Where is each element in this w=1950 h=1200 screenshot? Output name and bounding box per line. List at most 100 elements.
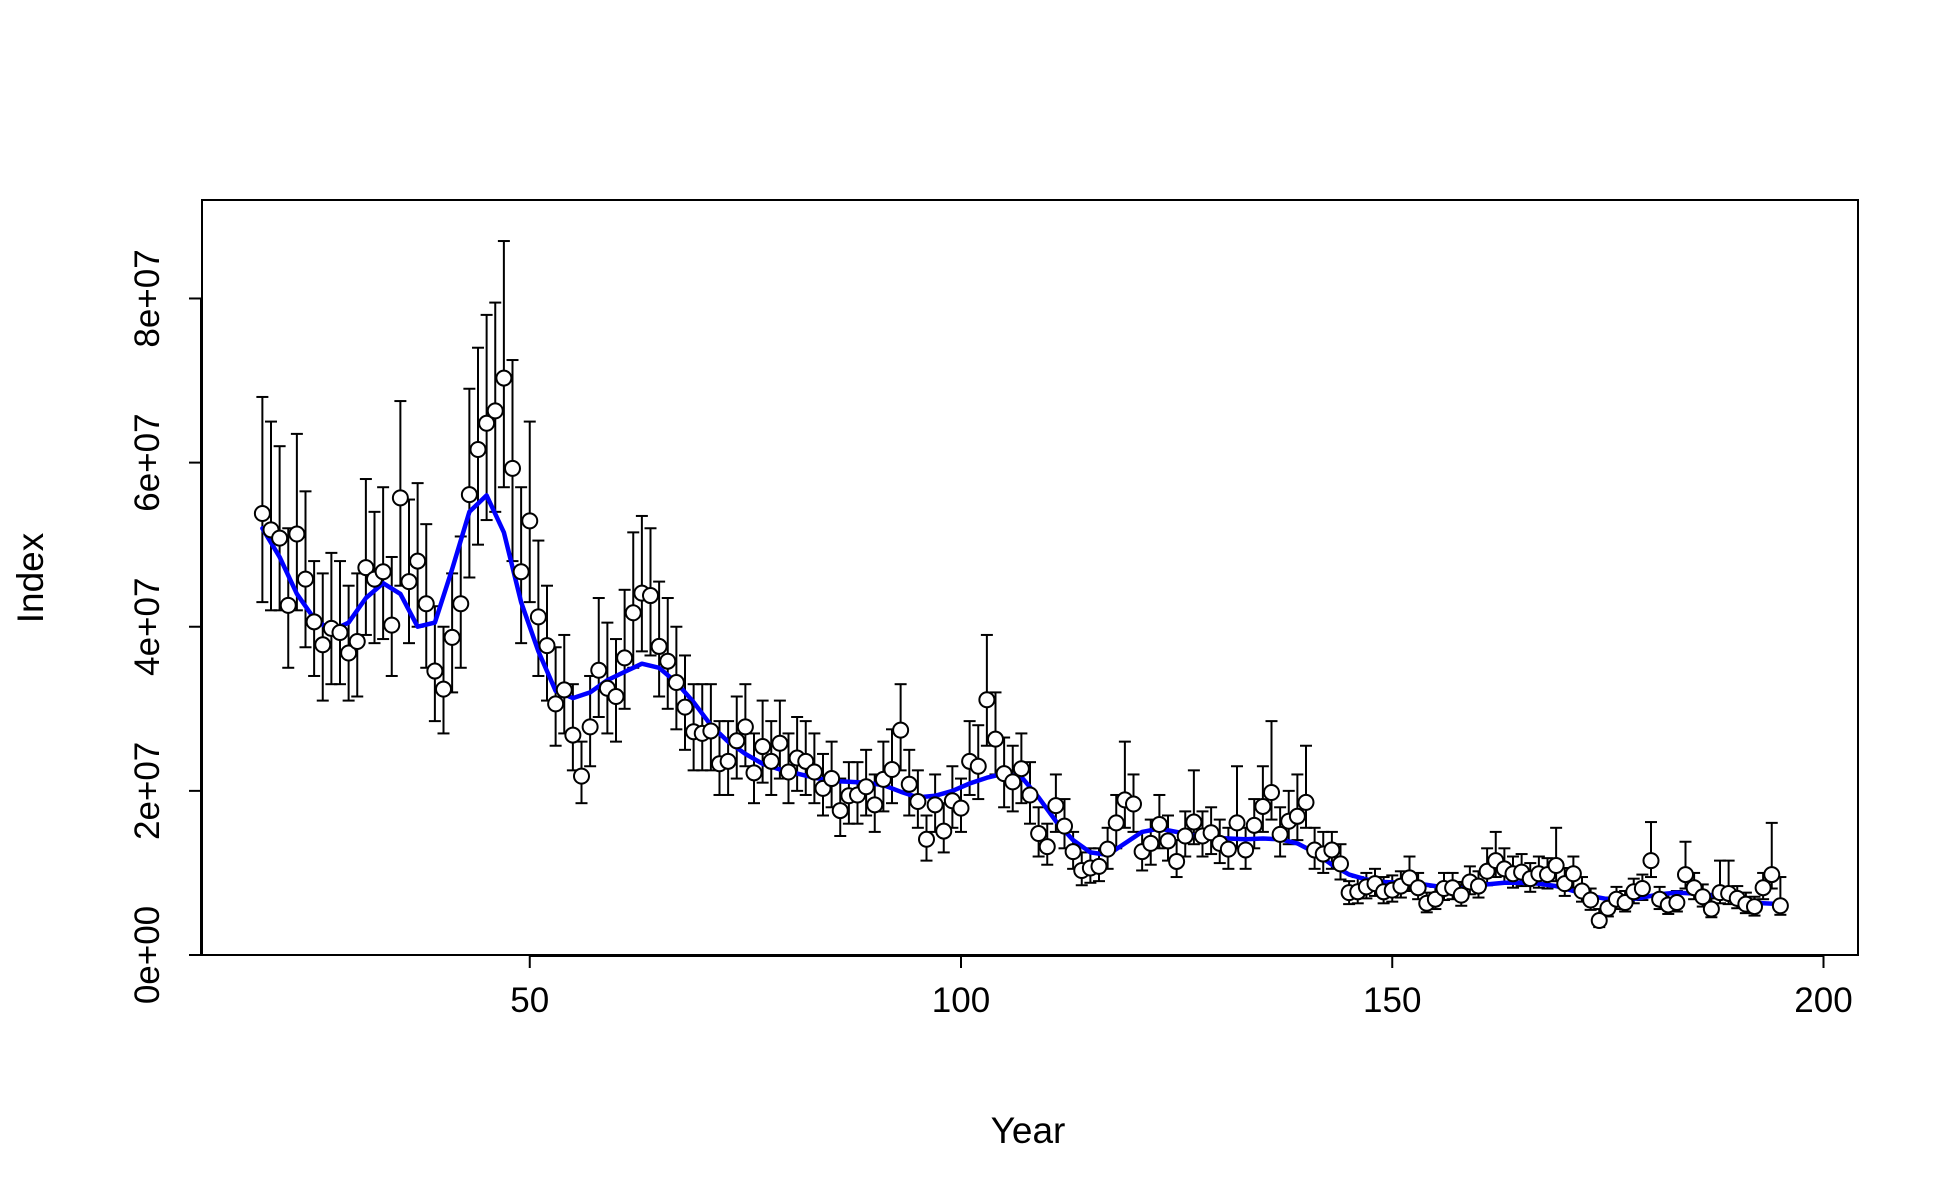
data-point: [331, 623, 349, 641]
data-point: [495, 369, 513, 387]
data-point: [297, 570, 314, 588]
data-point: [1763, 866, 1781, 884]
error-bars: [256, 240, 1787, 929]
data-point: [1323, 841, 1341, 859]
data-point: [745, 764, 763, 782]
data-point: [1746, 898, 1763, 916]
data-point: [1142, 834, 1160, 852]
data-point: [1090, 857, 1108, 875]
data-point: [1297, 793, 1315, 811]
data-point: [754, 738, 772, 756]
data-point: [409, 552, 427, 570]
data-point: [357, 559, 375, 577]
data-point: [383, 616, 401, 634]
data-point: [529, 608, 547, 626]
data-point: [426, 662, 444, 680]
data-point: [736, 718, 754, 736]
data-point: [504, 459, 521, 477]
data-point: [935, 822, 953, 840]
data-point: [1590, 912, 1608, 930]
data-point: [1064, 843, 1082, 861]
data-point: [573, 767, 590, 785]
data-points: [253, 369, 1789, 930]
data-point: [271, 529, 289, 547]
data-point: [1702, 900, 1720, 918]
data-point: [667, 674, 685, 692]
data-point: [883, 761, 901, 779]
data-point: [253, 504, 271, 522]
data-point: [1021, 786, 1039, 804]
data-point: [512, 563, 530, 581]
data-point: [624, 604, 642, 622]
data-point: [926, 796, 944, 814]
data-point: [1047, 797, 1065, 815]
data-point: [374, 563, 392, 581]
x-tick-label: 150: [1363, 981, 1421, 1020]
data-point: [348, 633, 366, 651]
data-point: [978, 691, 996, 709]
data-point: [659, 652, 677, 670]
x-tick-label: 50: [510, 981, 549, 1020]
data-point: [642, 587, 659, 605]
data-point: [607, 687, 625, 705]
trend-line: [260, 493, 1783, 907]
data-point: [1271, 825, 1289, 843]
data-point: [918, 830, 935, 848]
data-point: [857, 778, 875, 796]
data-point: [1185, 813, 1203, 831]
data-point: [1642, 852, 1660, 870]
data-point: [1564, 865, 1582, 883]
data-point: [1150, 816, 1168, 834]
data-point: [805, 763, 823, 781]
x-tick-label: 200: [1794, 981, 1852, 1020]
data-point: [305, 613, 323, 631]
data-point: [1677, 866, 1694, 884]
data-point: [1030, 825, 1048, 843]
plot-frame: [201, 199, 1859, 956]
data-point: [719, 752, 737, 770]
data-point: [1633, 880, 1651, 898]
data-point: [987, 730, 1004, 748]
data-point: [460, 486, 478, 504]
data-point: [1125, 795, 1142, 813]
data-point: [417, 595, 435, 613]
data-point: [1012, 760, 1030, 778]
data-point: [1159, 832, 1177, 850]
data-point: [1056, 817, 1073, 835]
data-point: [952, 799, 970, 817]
data-point: [1694, 888, 1712, 906]
data-point: [581, 718, 599, 736]
data-point: [340, 644, 358, 662]
data-point: [1409, 879, 1427, 897]
data-point: [616, 649, 634, 667]
data-point: [702, 722, 720, 740]
data-point: [486, 402, 504, 420]
data-point: [676, 698, 694, 716]
data-point: [314, 636, 332, 654]
data-point: [909, 793, 927, 811]
data-point: [391, 489, 409, 507]
data-point: [1470, 877, 1487, 895]
data-point: [831, 802, 849, 820]
data-point: [1245, 816, 1263, 834]
data-point: [1168, 852, 1186, 870]
data-point: [443, 628, 461, 646]
data-point: [892, 721, 910, 739]
y-tick-label: 0e+00: [128, 906, 167, 1004]
data-point: [866, 796, 884, 814]
data-point: [1004, 773, 1022, 791]
y-tick-label: 8e+07: [128, 249, 167, 347]
data-point: [1452, 886, 1470, 904]
data-point: [564, 726, 582, 744]
data-point: [728, 732, 746, 750]
data-point: [1771, 897, 1789, 915]
x-axis-title: Year: [991, 1110, 1066, 1151]
data-point: [762, 752, 780, 770]
data-point: [547, 695, 565, 713]
data-point: [1254, 797, 1272, 815]
data-point: [969, 757, 987, 775]
data-point: [1237, 841, 1255, 859]
data-point: [478, 414, 496, 432]
data-point: [538, 637, 556, 655]
